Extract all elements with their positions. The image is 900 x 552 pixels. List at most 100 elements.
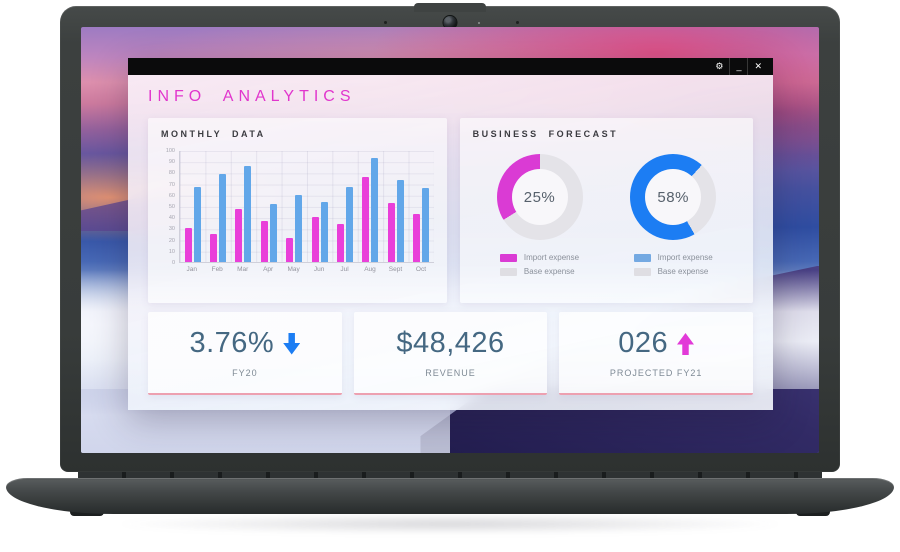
- page-title: INFO ANALYTICS: [148, 88, 356, 105]
- stat-value-row: 026: [618, 327, 694, 360]
- ground-shadow: [110, 514, 790, 534]
- stat-card: 3.76% FY20: [148, 312, 342, 395]
- y-tick-label: 10: [168, 248, 175, 255]
- window-titlebar[interactable]: ⚙ _ ✕: [128, 58, 773, 75]
- x-tick-label: Jul: [340, 266, 349, 273]
- legend-label: Base expense: [657, 267, 709, 276]
- y-tick-label: 20: [168, 237, 175, 244]
- laptop-screen: ⚙ _ ✕ INFO ANALYTICS MONTHLY DATA 0 10 20 30 4…: [81, 27, 819, 453]
- donut-chart: 58%: [630, 154, 717, 240]
- business-forecast-card: BUSINESS FORECAST 25% 58% Import expense B…: [459, 118, 753, 303]
- stat-card: 026 PROJECTED FY21: [559, 312, 754, 395]
- legend-item: Base expense: [633, 267, 713, 276]
- bar: [184, 228, 192, 262]
- bar: [320, 201, 328, 262]
- x-axis-labels: Jan Feb Mar Apr May Jun Jul Aug Sept Oct: [179, 266, 434, 273]
- bar-group: [383, 151, 408, 262]
- bar: [311, 217, 319, 262]
- webcam-icon: [443, 16, 457, 29]
- bar: [336, 223, 344, 262]
- donut-chart: 25%: [496, 154, 583, 240]
- laptop-base: [6, 478, 894, 514]
- bar-group: [332, 151, 357, 262]
- laptop-lid: ⚙ _ ✕ INFO ANALYTICS MONTHLY DATA 0 10 20 30 4…: [60, 3, 840, 472]
- bar: [219, 173, 227, 262]
- bar: [210, 234, 218, 262]
- stat-value: 026: [618, 327, 669, 359]
- bar: [345, 186, 353, 262]
- legend: Import expense Base expense: [499, 253, 580, 276]
- bar-group: [408, 151, 433, 262]
- bar: [396, 180, 404, 262]
- plot-area: [179, 151, 434, 263]
- bar: [244, 165, 252, 262]
- bar-group: [358, 151, 383, 262]
- card-title: BUSINESS FORECAST: [472, 129, 619, 139]
- legend-label: Import expense: [657, 253, 713, 262]
- legend: Import expense Base expense: [633, 253, 713, 276]
- bar-group: [205, 151, 230, 262]
- bar-group: [231, 151, 256, 262]
- bar-group: [256, 151, 281, 262]
- bar: [260, 220, 268, 262]
- y-tick-label: 30: [168, 226, 175, 233]
- x-tick-label: Jun: [313, 266, 325, 273]
- bar: [413, 213, 421, 262]
- stat-value-row: 3.76%: [189, 327, 301, 360]
- bar-chart: 0 10 20 30 40 50 60 70 80 90 100: [161, 148, 434, 266]
- y-tick-label: 40: [168, 215, 175, 222]
- arrow-down-icon: [283, 332, 301, 355]
- legend-swatch: [633, 253, 651, 262]
- y-tick-label: 70: [168, 181, 175, 188]
- bar: [362, 176, 370, 262]
- x-tick-label: Apr: [263, 266, 274, 273]
- x-tick-label: Feb: [211, 266, 223, 273]
- donut-hole: 58%: [645, 169, 702, 225]
- x-tick-label: Mar: [237, 266, 249, 273]
- camera-led: [478, 22, 480, 24]
- bar: [387, 202, 395, 262]
- monthly-data-card: MONTHLY DATA 0 10 20 30 40 50 60 70 80 90 100 Jan F…: [148, 118, 447, 303]
- x-tick-label: Sept: [388, 266, 403, 273]
- stat-value: $48,426: [396, 327, 505, 359]
- settings-icon[interactable]: ⚙: [715, 61, 724, 71]
- stat-label: PROJECTED FY21: [609, 368, 703, 378]
- stat-card: $48,426 REVENUE: [353, 312, 548, 395]
- y-tick-label: 90: [168, 159, 175, 166]
- x-tick-label: Aug: [364, 266, 376, 273]
- window-body: INFO ANALYTICS MONTHLY DATA 0 10 20 30 40 50 6…: [128, 75, 773, 410]
- bar: [193, 186, 201, 262]
- legend-label: Base expense: [523, 267, 575, 276]
- y-axis: 0 10 20 30 40 50 60 70 80 90 100: [161, 148, 179, 266]
- microphone-dot: [384, 21, 387, 24]
- bar: [269, 203, 277, 262]
- legend-item: Base expense: [499, 267, 579, 276]
- legend-label: Import expense: [523, 253, 580, 262]
- y-tick-label: 50: [168, 204, 175, 210]
- close-icon[interactable]: ✕: [747, 58, 768, 75]
- microphone-dot: [516, 21, 519, 24]
- stat-value-row: $48,426: [396, 327, 504, 360]
- legend-item: Import expense: [499, 253, 580, 262]
- bar: [286, 238, 294, 262]
- y-tick-label: 60: [168, 192, 175, 199]
- bar: [295, 194, 303, 262]
- legend-swatch: [499, 267, 517, 276]
- bar: [422, 188, 430, 262]
- x-tick-label: Jan: [186, 266, 197, 273]
- y-tick-label: 0: [171, 260, 175, 266]
- bar-group: [180, 151, 205, 262]
- donut-hole: 25%: [511, 169, 568, 225]
- bar: [235, 209, 243, 262]
- bar-group: [307, 151, 332, 262]
- donut-percent-label: 25%: [523, 188, 556, 206]
- x-tick-label: Oct: [415, 266, 427, 273]
- stat-value: 3.76%: [189, 327, 275, 359]
- minimize-icon[interactable]: _: [729, 58, 747, 75]
- card-title: MONTHLY DATA: [161, 129, 266, 139]
- legend-item: Import expense: [633, 253, 713, 262]
- stat-label: FY20: [232, 368, 258, 378]
- stat-label: REVENUE: [425, 368, 476, 378]
- bar-group: [282, 151, 307, 262]
